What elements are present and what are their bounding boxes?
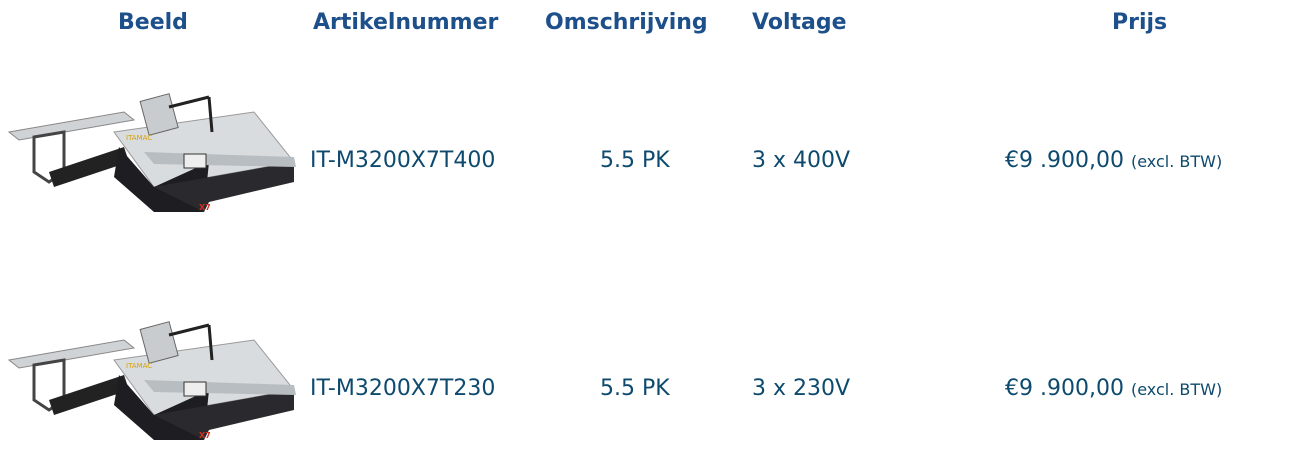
svg-text:ITAMAC: ITAMAC bbox=[126, 362, 152, 370]
price: €9 .900,00 bbox=[1005, 148, 1124, 173]
column-header: Beeld bbox=[118, 10, 188, 35]
voltage: 3 x 400V bbox=[752, 148, 850, 173]
description: 5.5 PK bbox=[600, 148, 670, 173]
page: Beeld Artikelnummer Omschrijving Voltage Pri… bbox=[0, 0, 1296, 452]
column-header: Artikelnummer bbox=[313, 10, 498, 35]
price-note: (excl. BTW) bbox=[1131, 380, 1222, 399]
price-cell: €9 .900,00 (excl. BTW) bbox=[1005, 148, 1222, 173]
product-image: ITAMAC X7 bbox=[4, 320, 304, 455]
column-header: Prijs bbox=[1112, 10, 1167, 35]
description: 5.5 PK bbox=[600, 376, 670, 401]
svg-text:X7: X7 bbox=[199, 431, 211, 440]
column-header: Omschrijving bbox=[545, 10, 708, 35]
product-image: ITAMAC X7 bbox=[4, 92, 304, 227]
article-number: IT-M3200X7T230 bbox=[310, 376, 495, 401]
price: €9 .900,00 bbox=[1005, 376, 1124, 401]
svg-text:X7: X7 bbox=[199, 203, 211, 212]
price-note: (excl. BTW) bbox=[1131, 152, 1222, 171]
voltage: 3 x 230V bbox=[752, 376, 850, 401]
article-number: IT-M3200X7T400 bbox=[310, 148, 495, 173]
svg-text:ITAMAC: ITAMAC bbox=[126, 134, 152, 142]
column-header: Voltage bbox=[752, 10, 847, 35]
price-cell: €9 .900,00 (excl. BTW) bbox=[1005, 376, 1222, 401]
